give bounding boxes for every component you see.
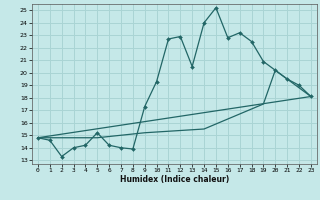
- X-axis label: Humidex (Indice chaleur): Humidex (Indice chaleur): [120, 175, 229, 184]
